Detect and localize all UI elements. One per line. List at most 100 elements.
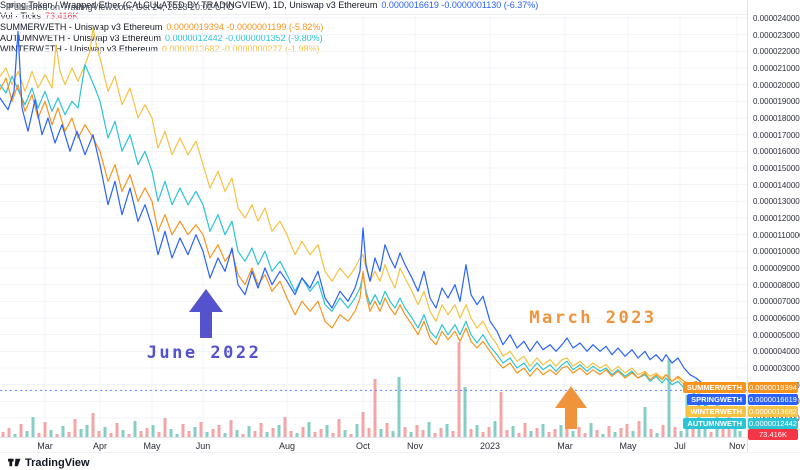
volume-bar [529,431,533,437]
chart-legend: Spring Token / Wrapped Ether (CALCULATED… [0,0,800,55]
price-axis-label: 0.0000160000 [753,147,800,157]
volume-bar [319,429,323,437]
summerweth-title: SUMMERWETH - Uniswap v3 Ethereum [0,22,163,32]
volume-bar [223,433,227,437]
volume-bar [373,379,377,437]
volume-bar [721,429,725,437]
volume-bar [733,425,737,437]
series-line-summerweth [0,77,738,391]
volume-bar [277,425,281,437]
time-axis-label: Mar [557,441,573,451]
series-name-pill-autumnweth: AUTUMNWETH [683,418,746,429]
volume-bar [355,424,359,437]
volume-bar [301,427,305,437]
time-axis-label: Jun [195,441,211,451]
volume-bar [133,421,137,437]
time-axis-label: May [143,441,161,451]
volume-bar [97,431,101,437]
volume-bar [55,434,59,437]
price-axis-label: 0.0000110000 [753,230,800,240]
volume-bar [649,429,653,437]
price-axis-label: 0.0000220000 [753,47,800,57]
legend-autumnweth-row[interactable]: AUTUMNWETH - Uniswap v3 Ethereum 0.000001… [0,33,800,44]
series-name-pill-springweth: SPRINGWETH [687,394,746,405]
volume-bar [433,433,437,437]
main-symbol-values: 0.0000016619 -0.0000001130 (-6.37%) [381,0,539,10]
price-axis-label: 0.0000200000 [753,80,800,90]
volume-bar [679,431,683,437]
volume-bar [499,392,503,437]
price-axis-label: 0.0000190000 [753,97,800,107]
price-axis-label: 0.0000210000 [753,64,800,73]
volume-bar [397,377,401,437]
volume-bar [289,431,293,437]
volume-bar [589,423,593,437]
volume-bar [145,428,149,437]
volume-bar [391,431,395,437]
published-line: Published on TradingView.com, Oct 24, 20… [8,2,234,12]
volume-bar [487,427,491,437]
summerweth-values: 0.0000019394 -0.0000001199 (-5.82%) [166,22,324,32]
legend-winterweth-row[interactable]: WINTERWETH - Uniswap v3 Ethereum 0.000001… [0,44,800,55]
volume-bar [493,421,497,437]
volume-bar [631,431,635,437]
volume-bar [43,422,47,437]
volume-bar [343,430,347,437]
brand-name: TradingView [25,456,90,469]
volume-bar [49,430,53,437]
time-axis-label: Mar [37,441,53,451]
volume-bar [7,428,11,437]
volume-bar [187,431,191,437]
price-axis-label: 0.0000090000 [753,264,800,273]
legend-summerweth-row[interactable]: SUMMERWETH - Uniswap v3 Ethereum 0.000001… [0,22,800,33]
price-badge-summerweth: 0.0000019394 [748,382,798,393]
volume-bar [337,419,341,437]
volume-bar [199,422,203,437]
volume-bar [211,429,215,437]
price-axis-label: 0.0000170000 [753,130,800,140]
price-axis-label: 0.0000050000 [753,330,800,340]
volume-bar [259,423,263,437]
volume-bar [79,429,83,437]
volume-bar [379,429,383,437]
volume-bar [85,425,89,437]
volume-bar [253,431,257,437]
volume-label: Vol · Ticks [0,11,42,21]
winterweth-title: WINTERWETH - Uniswap v3 Ethereum [0,44,158,54]
volume-bar [517,433,521,437]
volume-bar [361,412,365,437]
volume-bar [463,387,467,437]
volume-bar [151,425,155,437]
time-axis-label: Nov [406,441,424,451]
volume-bar [475,425,479,437]
volume-bar [445,424,449,437]
volume-bar [643,407,647,437]
volume-bar [205,432,209,437]
volume-bar [661,425,665,437]
price-axis-label: 0.0000230000 [753,30,800,40]
tradingview-logo-link[interactable]: TradingView [8,456,90,469]
volume-value: 73.416K [45,11,79,21]
time-axis-label: Nov [728,441,746,451]
volume-bar [691,428,695,437]
tradingview-logo-icon [8,458,21,467]
volume-bar [571,431,575,437]
price-axis-label: 0.0000150000 [753,164,800,173]
legend-main-row[interactable]: Spring Token / Wrapped Ether (CALCULATED… [0,0,800,11]
annotation-march-2023: March 2023 [529,308,657,328]
time-axis-label: 2023 [479,441,501,451]
volume-bar [367,428,371,437]
time-axis-label: Jul [674,441,686,451]
volume-bar [25,431,29,437]
series-name-pill-summerweth: SUMMERWETH [682,382,746,393]
volume-bar [121,430,125,437]
volume-bar [91,413,95,437]
winterweth-values: 0.0000013682 -0.0000000277 (-1.98%) [161,44,320,54]
volume-bar [619,428,623,437]
legend-volume-row[interactable]: Vol · Ticks 73.416K [0,11,800,22]
volume-bar [193,427,197,437]
volume-bar [157,432,161,437]
volume-bar [541,424,545,437]
